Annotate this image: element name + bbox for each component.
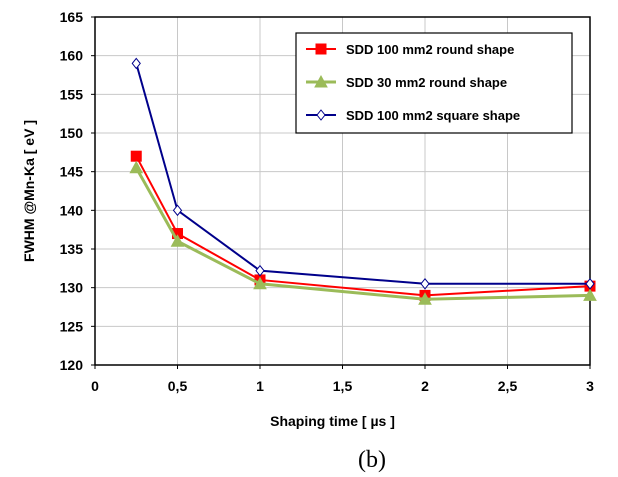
diamond-marker xyxy=(172,204,183,217)
legend-item: SDD 30 mm2 round shape xyxy=(306,74,507,90)
legend: SDD 100 mm2 round shape SDD 30 mm2 round … xyxy=(295,32,573,134)
y-tick-label: 140 xyxy=(60,202,84,218)
y-tick-label: 120 xyxy=(60,357,84,373)
x-axis-ticks: 0 0,5 1 1,5 2 2,5 3 xyxy=(91,365,594,394)
series-3 xyxy=(131,57,595,290)
triangle-marker xyxy=(129,160,144,174)
diamond-marker xyxy=(255,264,265,277)
triangle-marker xyxy=(583,288,597,301)
triangle-marker xyxy=(314,74,328,88)
y-tick-label: 135 xyxy=(60,241,84,257)
legend-box xyxy=(295,32,573,134)
legend-label: SDD 100 mm2 round shape xyxy=(346,42,514,57)
figure-caption: (b) xyxy=(358,447,386,473)
y-tick-label: 165 xyxy=(60,9,84,25)
y-tick-label: 155 xyxy=(60,86,84,102)
diamond-marker xyxy=(585,277,595,290)
square-marker xyxy=(130,150,142,162)
x-tick-label: 2,5 xyxy=(498,378,518,394)
x-tick-label: 1,5 xyxy=(333,378,353,394)
x-tick-label: 2 xyxy=(421,378,429,394)
y-axis-ticks: 120 125 130 135 140 145 150 155 160 165 xyxy=(60,9,95,373)
y-tick-label: 125 xyxy=(60,318,84,334)
diamond-marker xyxy=(131,57,141,70)
x-tick-label: 3 xyxy=(586,378,594,394)
x-axis-title: Shaping time [ µs ] xyxy=(270,413,395,429)
x-tick-label: 0 xyxy=(91,378,99,394)
triangle-marker xyxy=(418,292,432,305)
x-tick-label: 0,5 xyxy=(168,378,188,394)
y-tick-label: 130 xyxy=(60,280,84,296)
diamond-marker xyxy=(420,277,430,290)
legend-label: SDD 30 mm2 round shape xyxy=(346,75,507,90)
legend-item: SDD 100 mm2 square shape xyxy=(306,108,520,123)
legend-item: SDD 100 mm2 round shape xyxy=(306,42,514,57)
triangle-marker xyxy=(170,234,185,247)
series-line xyxy=(135,155,591,297)
series-layer xyxy=(129,57,597,305)
triangle-marker xyxy=(253,276,267,290)
square-marker xyxy=(315,43,327,55)
y-tick-label: 150 xyxy=(60,125,84,141)
y-axis-title: FWHM @Mn-Ka [ eV ] xyxy=(21,120,37,262)
series-2 xyxy=(129,160,597,305)
diamond-marker xyxy=(316,109,326,121)
y-tick-label: 145 xyxy=(60,164,84,180)
x-tick-label: 1 xyxy=(256,378,264,394)
y-tick-label: 160 xyxy=(60,48,84,64)
legend-label: SDD 100 mm2 square shape xyxy=(346,108,520,123)
